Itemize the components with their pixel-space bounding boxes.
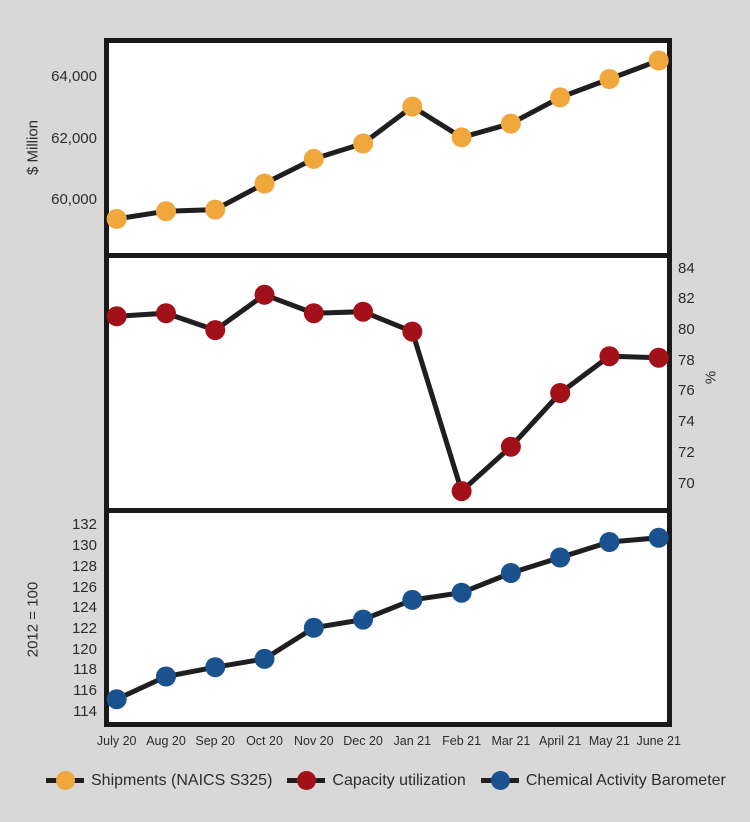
y-tick-label-chemical-activity-barometer: 130 [71,537,97,555]
data-point-shipments-aug-20 [155,201,176,222]
x-tick-label: Sep 20 [195,734,235,748]
y-tick-label-capacity-utilization: 84 [678,259,695,277]
y-tick-label-chemical-activity-barometer: 124 [71,599,97,617]
data-point-capacity-utilization-aug-20 [155,303,176,324]
x-tick-label: Nov 20 [293,734,334,748]
y-tick-label-chemical-activity-barometer: 126 [71,578,97,596]
data-point-capacity-utilization-july-20 [106,306,127,327]
x-tick-label: April 21 [538,734,582,748]
data-point-shipments-jan-21 [402,96,423,117]
legend-item-chemical-activity-barometer: Chemical Activity Barometer [480,771,726,790]
y-tick-label-chemical-activity-barometer: 116 [73,682,97,699]
x-tick-label: July 20 [96,734,137,748]
x-tick-label: Oct 20 [246,734,283,748]
data-point-chemical-activity-barometer-june-21 [648,527,669,548]
data-point-shipments-feb-21 [451,127,472,148]
legend-marker-chemical-activity-barometer [480,771,519,790]
y-tick-label-chemical-activity-barometer: 120 [71,640,97,658]
y-tick-label-capacity-utilization: 72 [678,443,695,461]
panel-shipments [106,50,669,229]
y-tick-label-chemical-activity-barometer: 118 [73,661,97,679]
y-tick-label-shipments: 60,000 [51,191,97,209]
y-tick-label-chemical-activity-barometer: 132 [71,516,97,534]
series-line-shipments [116,58,660,222]
data-point-chemical-activity-barometer-aug-20 [155,666,176,687]
y-tick-label-capacity-utilization: 70 [678,474,695,492]
x-tick-label: Aug 20 [146,734,186,748]
legend-dot-icon [56,771,75,790]
legend-item-shipments: Shipments (NAICS S325) [46,771,272,790]
data-point-chemical-activity-barometer-dec-20 [353,609,374,630]
data-point-shipments-dec-20 [353,133,374,154]
legend-marker-capacity-utilization [287,771,326,790]
panel-divider-bottom [109,508,667,513]
series-line-chemical-activity-barometer [115,535,659,702]
y-tick-label-chemical-activity-barometer: 128 [71,557,97,575]
panel-chemical-activity-barometer [106,527,669,710]
legend-label: Chemical Activity Barometer [525,771,726,789]
x-tick-label: June 21 [636,734,681,748]
x-tick-label: Mar 21 [491,734,531,748]
data-point-shipments-april-21 [550,87,571,108]
y-tick-label-capacity-utilization: 80 [678,321,695,339]
data-point-shipments-oct-20 [254,173,275,194]
y-tick-label-capacity-utilization: 76 [678,382,695,400]
data-point-shipments-june-21 [648,50,669,71]
data-point-chemical-activity-barometer-oct-20 [254,648,275,669]
chart-legend: Shipments (NAICS S325) Capacity utilizat… [46,771,726,790]
y-tick-label-chemical-activity-barometer: 122 [71,619,97,637]
data-point-capacity-utilization-sep-20 [205,320,226,341]
data-point-capacity-utilization-feb-21 [451,481,472,502]
y-tick-label-shipments: 64,000 [51,68,97,86]
data-point-chemical-activity-barometer-feb-21 [451,582,472,603]
data-point-capacity-utilization-oct-20 [254,284,275,305]
data-point-shipments-mar-21 [500,113,521,134]
series-line-capacity-utilization [116,291,659,496]
x-tick-label: Jan 21 [393,734,432,748]
x-tick-label: Feb 21 [442,734,482,748]
data-point-capacity-utilization-jan-21 [402,321,423,342]
data-point-chemical-activity-barometer-nov-20 [303,617,324,638]
data-point-shipments-nov-20 [303,148,324,169]
data-point-capacity-utilization-april-21 [550,383,571,403]
x-tick-label: Dec 20 [343,734,383,748]
legend-marker-shipments [46,771,84,790]
y-tick-label-shipments: 62,000 [51,129,97,147]
data-point-shipments-sep-20 [205,199,226,220]
legend-dot-icon [297,771,317,790]
data-point-shipments-july-20 [106,208,127,229]
panel-divider-top [109,253,667,258]
data-point-chemical-activity-barometer-jan-21 [402,589,423,610]
panel-capacity-utilization [106,284,669,502]
data-point-chemical-activity-barometer-sep-20 [205,657,226,678]
data-point-capacity-utilization-nov-20 [303,303,324,324]
y-tick-label-capacity-utilization: 82 [678,290,695,308]
data-point-capacity-utilization-may-21 [599,346,620,367]
data-point-chemical-activity-barometer-april-21 [550,547,571,568]
data-point-capacity-utilization-june-21 [648,347,669,368]
y-tick-label-capacity-utilization: 74 [678,413,695,431]
legend-label: Shipments (NAICS S325) [91,771,273,789]
y-tick-label-capacity-utilization: 78 [678,351,695,369]
data-point-chemical-activity-barometer-mar-21 [500,563,521,583]
legend-label: Capacity utilization [332,771,466,789]
data-point-chemical-activity-barometer-july-20 [106,689,127,710]
legend-dot-icon [490,771,510,790]
data-point-chemical-activity-barometer-may-21 [599,532,620,552]
x-tick-label: May 21 [588,734,630,748]
data-point-capacity-utilization-mar-21 [500,436,521,457]
data-point-capacity-utilization-dec-20 [353,301,374,322]
data-point-shipments-may-21 [599,69,620,89]
y-tick-label-chemical-activity-barometer: 114 [73,702,97,720]
legend-item-capacity-utilization: Capacity utilization [287,771,466,790]
